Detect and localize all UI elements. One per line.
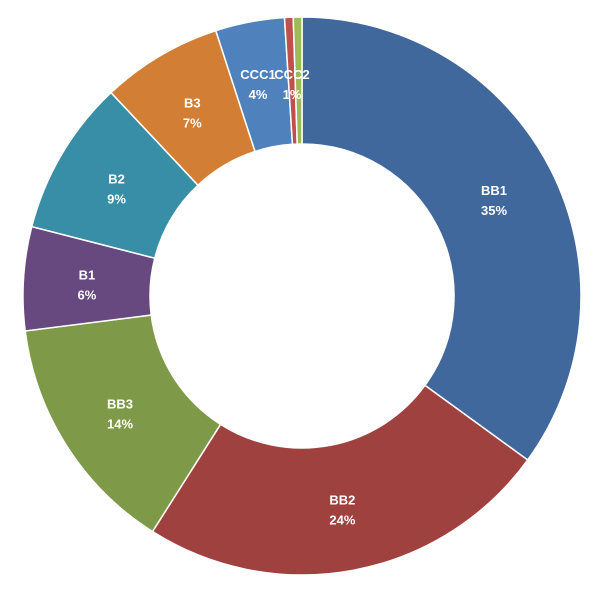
slice-percent-ccc1: 4% (249, 87, 268, 102)
donut-slices (22, 16, 582, 576)
slice-percent-ccc2: 1% (283, 87, 302, 102)
slice-percent-bb3: 14% (107, 416, 133, 431)
slice-label-ccc2: CCC2 (274, 67, 309, 82)
slice-label-b3: B3 (184, 96, 201, 111)
slice-bb1 (301, 16, 582, 462)
slice-label-b2: B2 (108, 171, 125, 186)
slice-percent-bb1: 35% (481, 203, 507, 218)
slice-percent-bb2: 24% (329, 513, 355, 528)
slice-ccc2 (292, 16, 303, 145)
slice-percent-b1: 6% (78, 287, 97, 302)
slice-label-b1: B1 (79, 267, 96, 282)
slice-label-ccc1: CCC1 (240, 67, 275, 82)
slice-bb2 (151, 384, 529, 576)
slice-label-bb3: BB3 (107, 396, 133, 411)
donut-labels: BB1 35% BB2 24% BB3 14% B1 6% B2 9% B3 7% CCC1 4% CCC2… (78, 67, 508, 528)
slice-label-bb1: BB1 (481, 183, 507, 198)
slice-label-bb2: BB2 (329, 493, 355, 508)
slice-percent-b3: 7% (183, 116, 202, 131)
slice-percent-b2: 9% (107, 191, 126, 206)
